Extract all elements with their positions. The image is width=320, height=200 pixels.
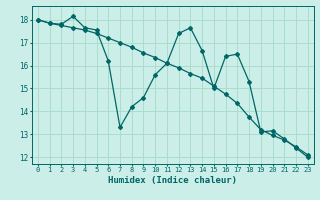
- X-axis label: Humidex (Indice chaleur): Humidex (Indice chaleur): [108, 176, 237, 185]
